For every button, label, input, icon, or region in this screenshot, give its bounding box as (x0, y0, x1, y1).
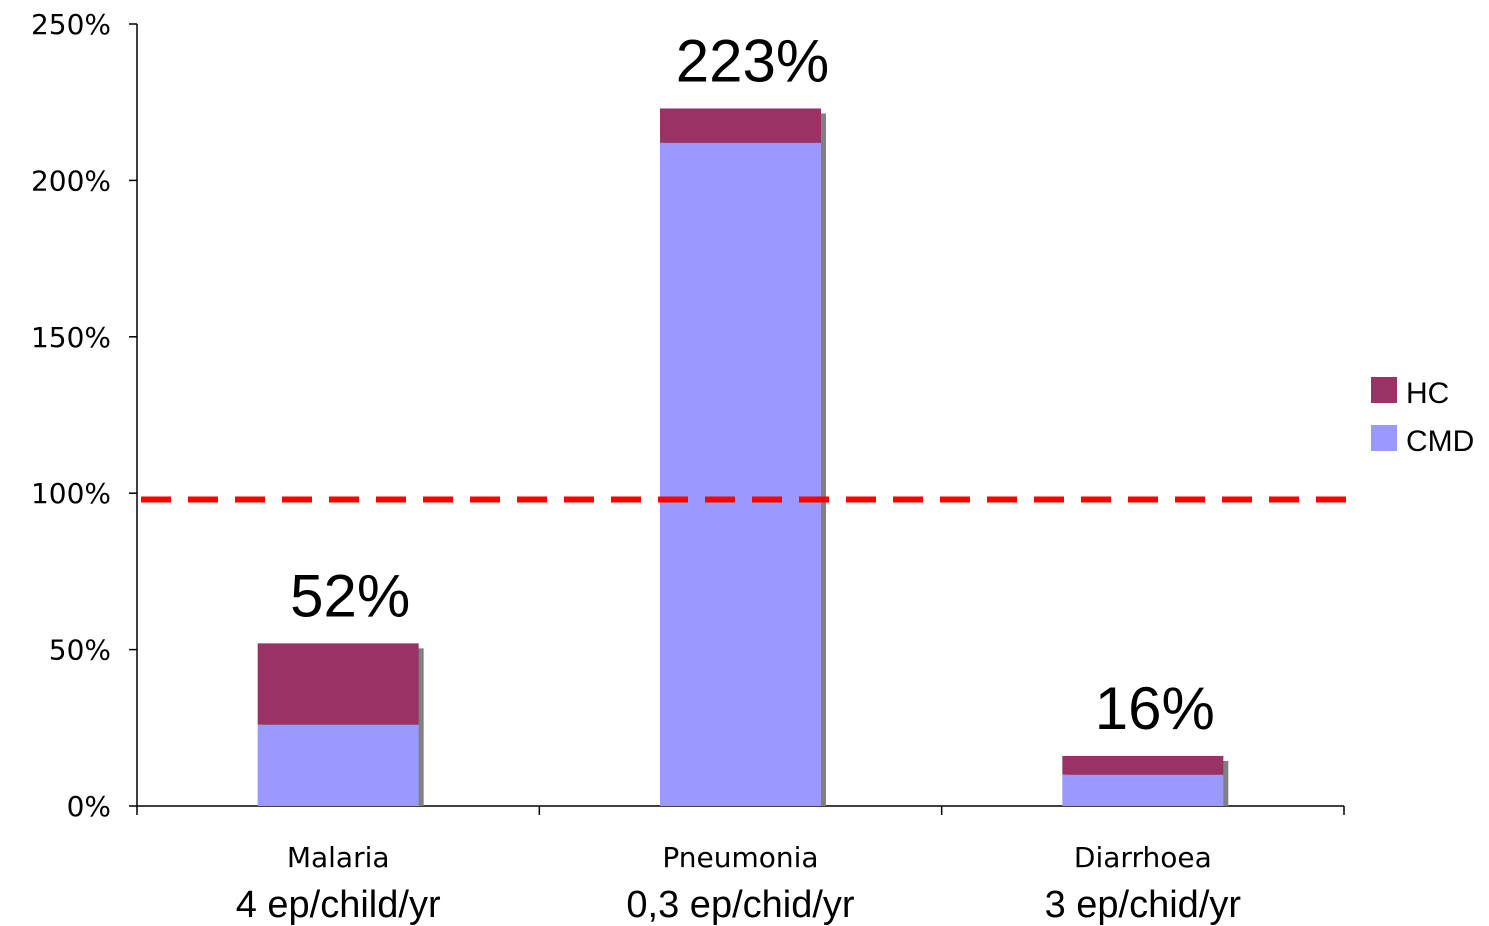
bar-cmd-malaria (257, 724, 419, 806)
x-axis: Malaria 4 ep/child/yr Pneumonia 0,3 ep/chid… (136, 805, 1345, 926)
x-category-label: Malaria (287, 841, 390, 874)
x-category-label: Pneumonia (662, 841, 818, 874)
y-tick-label: 100% (31, 477, 111, 510)
x-category-sublabel: 0,3 ep/chid/yr (626, 884, 854, 926)
x-category-sublabel: 4 ep/child/yr (236, 884, 441, 926)
legend-swatch-cmd (1371, 425, 1397, 451)
legend-label-hc: HC (1406, 377, 1449, 410)
data-labels: 52% 223% 16% (290, 27, 1215, 741)
total-data-label: 16% (1095, 675, 1215, 742)
bar-cmd-diarrhoea (1062, 774, 1224, 806)
bars (257, 108, 1229, 807)
y-tick-label: 50% (49, 634, 111, 667)
y-axis: 0% 50% 100% 150% 200% 250% (31, 8, 138, 823)
bar-hc-diarrhoea (1062, 755, 1224, 775)
x-category-label: Diarrhoea (1074, 841, 1212, 874)
legend-swatch-hc (1371, 377, 1397, 403)
total-data-label: 223% (676, 27, 829, 94)
y-tick-label: 250% (31, 8, 111, 41)
x-category-sublabel: 3 ep/chid/yr (1045, 884, 1242, 926)
y-tick-label: 200% (31, 164, 111, 197)
bar-hc-pneumonia (660, 108, 821, 143)
total-data-label: 52% (290, 562, 410, 629)
legend-label-cmd: CMD (1406, 425, 1474, 458)
bar-cmd-pneumonia (660, 142, 821, 806)
y-tick-label: 150% (31, 321, 111, 354)
legend: HC CMD (1371, 377, 1474, 458)
bar-hc-malaria (257, 643, 419, 725)
y-tick-label: 0% (67, 790, 111, 823)
